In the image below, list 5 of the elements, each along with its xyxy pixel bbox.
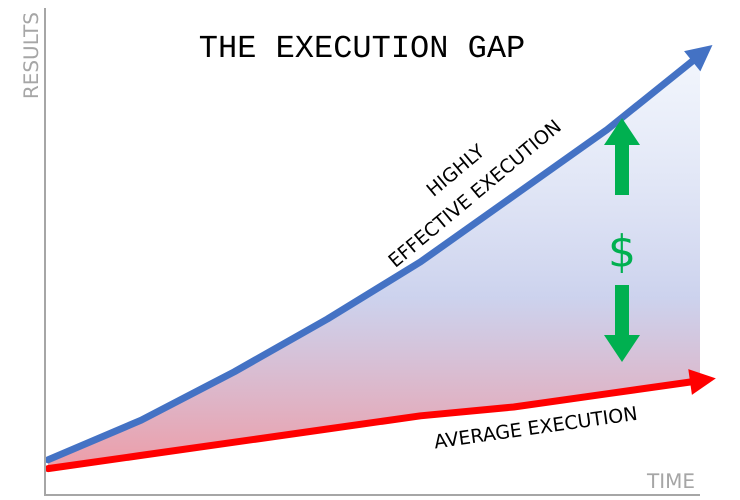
y-axis-title: RESULTS bbox=[19, 12, 43, 100]
chart-title: THE EXECUTION GAP bbox=[198, 30, 526, 67]
text: AVERAGE EXECUTION bbox=[432, 402, 639, 454]
x-axis-title: TIME bbox=[646, 469, 695, 493]
annotation: $ bbox=[608, 226, 636, 278]
